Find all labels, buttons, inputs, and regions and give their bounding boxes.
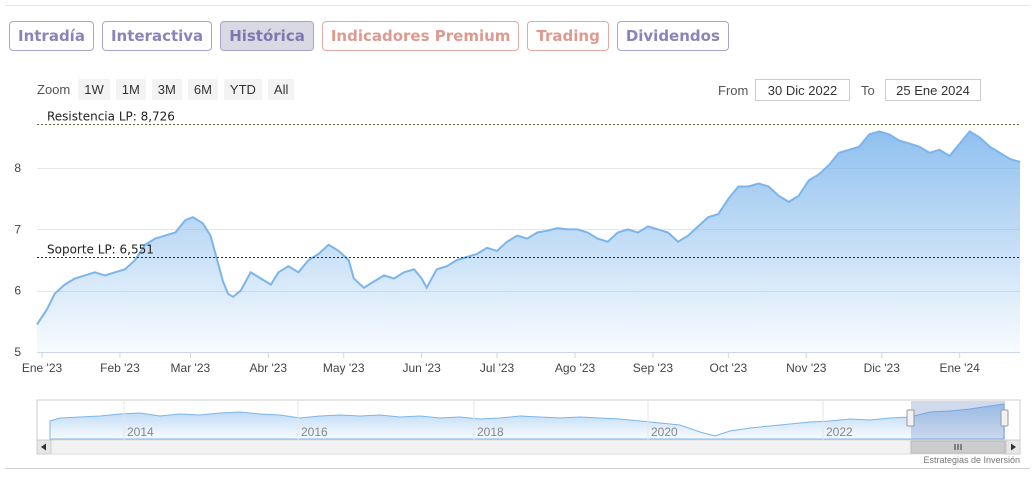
x-tick-label: Abr '23 [249,361,287,375]
zoom-ytd-button[interactable]: YTD [223,79,262,100]
navigator-scrollbar[interactable] [36,439,1021,455]
navigator-selection[interactable] [911,401,1005,439]
x-tick-label: Jun '23 [402,361,441,375]
x-tick-label: Feb '23 [100,361,140,375]
y-tick-label: 6 [14,284,21,298]
tab-indicadores-premium[interactable]: Indicadores Premium [321,21,520,51]
zoom-bar: Zoom 1W 1M 3M 6M YTD All [37,79,295,100]
tab-trading[interactable]: Trading [527,21,609,51]
to-label: To [861,82,875,98]
grip-icon [954,444,962,450]
navigator: 2014 2016 2018 2020 2022 [36,399,1021,441]
x-tick-label: Dic '23 [864,361,901,375]
y-tick-label: 7 [14,222,21,236]
tab-historica[interactable]: Histórica [220,21,314,51]
price-area [37,131,1020,352]
to-date-input[interactable]: 25 Ene 2024 [885,79,981,101]
chart-credit[interactable]: Estrategias de Inversión [923,455,1020,465]
from-date-input[interactable]: 30 Dic 2022 [755,79,850,101]
x-tick-label: Ago '23 [555,361,596,375]
arrow-left-icon [41,443,46,451]
x-tick-label: Ene '23 [22,361,63,375]
zoom-all-button[interactable]: All [267,79,295,100]
navigator-series [49,403,1005,440]
y-tick-label: 8 [14,161,21,175]
tab-interactiva[interactable]: Interactiva [101,21,213,51]
top-divider [5,5,1030,6]
navigator-tick-label: 2016 [301,425,328,439]
x-tick-label: May '23 [323,361,365,375]
navigator-left-handle[interactable] [906,409,915,427]
y-tick-label: 5 [14,345,21,359]
resistance-label: Resistencia LP: 8,726 [47,110,175,124]
from-label: From [718,82,749,98]
support-label: Soporte LP: 6,551 [47,243,154,257]
zoom-label: Zoom [37,82,71,97]
navigator-tick-label: 2018 [477,425,504,439]
x-tick-label: Oct '23 [710,361,748,375]
scrollbar-track[interactable] [36,439,1021,455]
x-tick-label: Jul '23 [480,361,515,375]
arrow-right-icon [1011,443,1016,451]
zoom-3m-button[interactable]: 3M [151,79,182,100]
view-tabs: Intradía Interactiva Histórica Indicador… [9,21,729,51]
x-tick-label: Mar '23 [171,361,211,375]
bottom-divider [5,468,1030,469]
navigator-tick-label: 2020 [651,425,678,439]
tab-dividendos[interactable]: Dividendos [616,21,729,51]
price-line [36,130,1021,325]
zoom-1w-button[interactable]: 1W [78,79,110,100]
zoom-1m-button[interactable]: 1M [115,79,146,100]
navigator-tick-label: 2022 [826,425,853,439]
navigator-right-handle[interactable] [1000,409,1009,427]
zoom-6m-button[interactable]: 6M [187,79,218,100]
x-tick-label: Nov '23 [786,361,827,375]
x-tick-label: Sep '23 [633,361,674,375]
x-tick-label: Ene '24 [939,361,980,375]
navigator-tick-label: 2014 [127,425,154,439]
tab-intradia[interactable]: Intradía [9,21,94,51]
